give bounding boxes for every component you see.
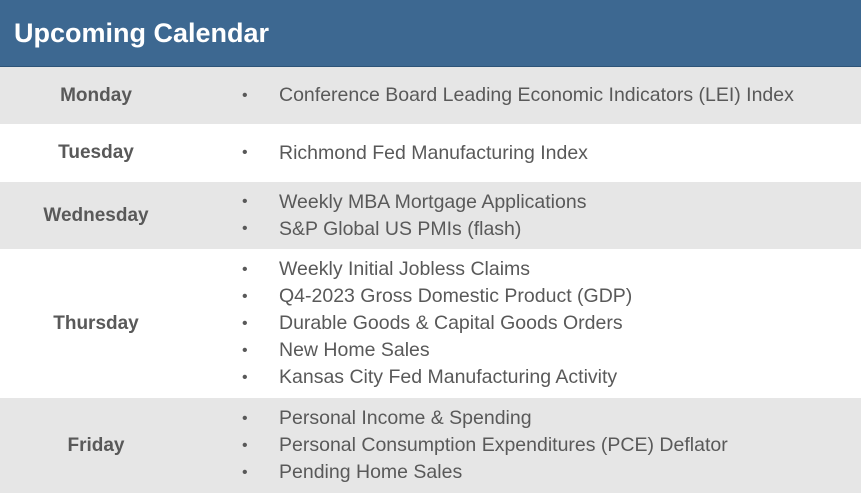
calendar-title: Upcoming Calendar bbox=[14, 17, 270, 48]
list-item: • New Home Sales bbox=[192, 337, 861, 364]
event-label: Conference Board Leading Economic Indica… bbox=[279, 84, 794, 106]
event-label: Weekly MBA Mortgage Applications bbox=[279, 190, 587, 213]
bullet-icon: • bbox=[242, 314, 248, 332]
calendar-row-friday: Friday • Personal Income & Spending • Pe… bbox=[0, 398, 861, 493]
bullet-icon: • bbox=[242, 463, 248, 481]
list-item: • Personal Consumption Expenditures (PCE… bbox=[192, 432, 861, 459]
bullet-icon: • bbox=[242, 436, 248, 454]
calendar-row-wednesday: Wednesday • Weekly MBA Mortgage Applicat… bbox=[0, 182, 861, 249]
bullet-icon: • bbox=[242, 193, 248, 210]
event-label: Weekly Initial Jobless Claims bbox=[279, 258, 531, 280]
bullet-icon: • bbox=[242, 341, 248, 359]
day-label: Tuesday bbox=[58, 142, 134, 163]
event-label: New Home Sales bbox=[279, 339, 430, 361]
bullet-icon: • bbox=[242, 144, 248, 161]
list-item: • Richmond Fed Manufacturing Index bbox=[192, 140, 861, 167]
calendar-row-thursday: Thursday • Weekly Initial Jobless Claims… bbox=[0, 249, 861, 398]
bullet-icon: • bbox=[242, 287, 248, 305]
event-label: Personal Income & Spending bbox=[279, 407, 532, 429]
calendar-row-tuesday: Tuesday • Richmond Fed Manufacturing Ind… bbox=[0, 124, 861, 182]
event-label: Personal Consumption Expenditures (PCE) … bbox=[279, 434, 728, 456]
list-item: • Personal Income & Spending bbox=[192, 405, 861, 432]
list-item: • Q4-2023 Gross Domestic Product (GDP) bbox=[192, 283, 861, 310]
bullet-icon: • bbox=[242, 409, 248, 427]
day-label: Monday bbox=[60, 84, 132, 106]
list-item: • Durable Goods & Capital Goods Orders bbox=[192, 310, 861, 337]
event-label: Q4-2023 Gross Domestic Product (GDP) bbox=[279, 285, 633, 307]
bullet-icon: • bbox=[242, 368, 248, 386]
day-label: Wednesday bbox=[43, 204, 149, 226]
event-label: Durable Goods & Capital Goods Orders bbox=[279, 312, 623, 334]
list-item: • Conference Board Leading Economic Indi… bbox=[192, 82, 861, 109]
bullet-icon: • bbox=[242, 220, 248, 237]
calendar-row-monday: Monday • Conference Board Leading Econom… bbox=[0, 67, 861, 124]
event-label: Pending Home Sales bbox=[279, 461, 463, 483]
list-item: • Weekly Initial Jobless Claims bbox=[192, 256, 861, 283]
event-label: S&P Global US PMIs (flash) bbox=[279, 217, 522, 240]
bullet-icon: • bbox=[242, 260, 248, 278]
bullet-icon: • bbox=[242, 86, 248, 104]
list-item: • S&P Global US PMIs (flash) bbox=[192, 216, 861, 243]
calendar-header: Upcoming Calendar bbox=[0, 0, 861, 67]
event-label: Kansas City Fed Manufacturing Activity bbox=[279, 366, 618, 388]
day-label: Friday bbox=[67, 434, 125, 456]
day-label: Thursday bbox=[53, 312, 139, 334]
event-label: Richmond Fed Manufacturing Index bbox=[279, 141, 588, 164]
list-item: • Pending Home Sales bbox=[192, 459, 861, 486]
list-item: • Weekly MBA Mortgage Applications bbox=[192, 189, 861, 216]
list-item: • Kansas City Fed Manufacturing Activity bbox=[192, 364, 861, 391]
